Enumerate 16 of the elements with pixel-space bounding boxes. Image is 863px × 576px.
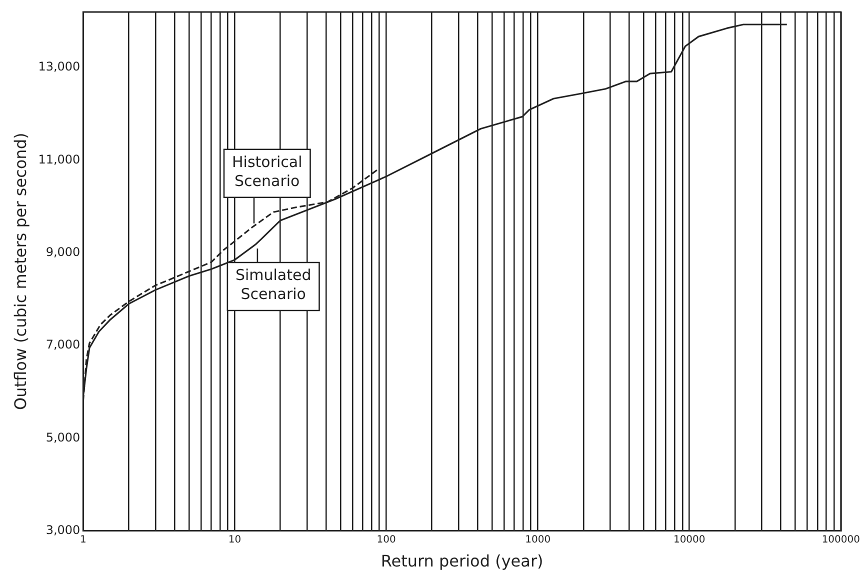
x-tick-label: 100000 [822, 534, 860, 546]
x-tick-label: 10 [228, 534, 242, 546]
y-tick-label: 13,000 [38, 60, 80, 74]
y-tick-label: 3,000 [46, 522, 80, 537]
x-tick-label: 10000 [673, 534, 706, 546]
y-tick-label: 7,000 [46, 338, 80, 352]
x-tick-label: 100 [376, 534, 396, 546]
y-tick-label: 9,000 [46, 244, 80, 259]
legend-label: Simulated Scenario [235, 266, 312, 303]
y-tick-label: 5,000 [46, 430, 80, 444]
x-axis-title: Return period (year) [380, 552, 544, 571]
x-tick-label: 1000 [525, 534, 551, 546]
series-label: Historical Scenario [232, 152, 302, 190]
y-axis-title: Outflow (cubic meters per second) [10, 132, 30, 410]
x-tick-label: 1 [80, 534, 86, 546]
y-tick-label: 11,000 [38, 152, 80, 166]
